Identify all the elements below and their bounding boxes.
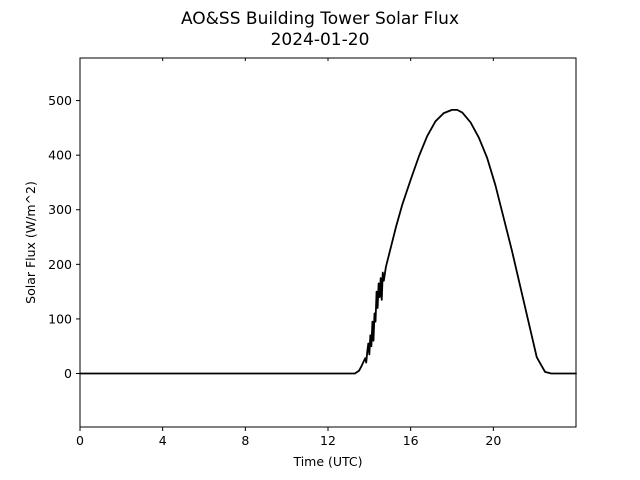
y-tick-label: 0 [64, 366, 72, 381]
x-tick-label: 8 [241, 433, 249, 448]
x-tick-label: 20 [485, 433, 501, 448]
y-tick-label: 400 [48, 148, 72, 163]
y-tick-label: 100 [48, 311, 72, 326]
y-tick-label: 200 [48, 257, 72, 272]
chart-title: AO&SS Building Tower Solar Flux [181, 9, 459, 29]
x-tick-label: 16 [403, 433, 419, 448]
series-line-0 [79, 108, 577, 375]
plot-frame [79, 57, 577, 428]
y-tick-label: 300 [48, 202, 72, 217]
y-axis-label: Solar Flux (W/m^2) [23, 181, 38, 304]
plot-area [79, 108, 577, 375]
y-tick-label: 500 [48, 93, 72, 108]
x-axis-label: Time (UTC) [292, 454, 362, 469]
x-tick-label: 12 [320, 433, 336, 448]
x-tick-label: 0 [76, 433, 84, 448]
x-tick-label: 4 [159, 433, 167, 448]
chart-subtitle: 2024-01-20 [271, 30, 370, 50]
